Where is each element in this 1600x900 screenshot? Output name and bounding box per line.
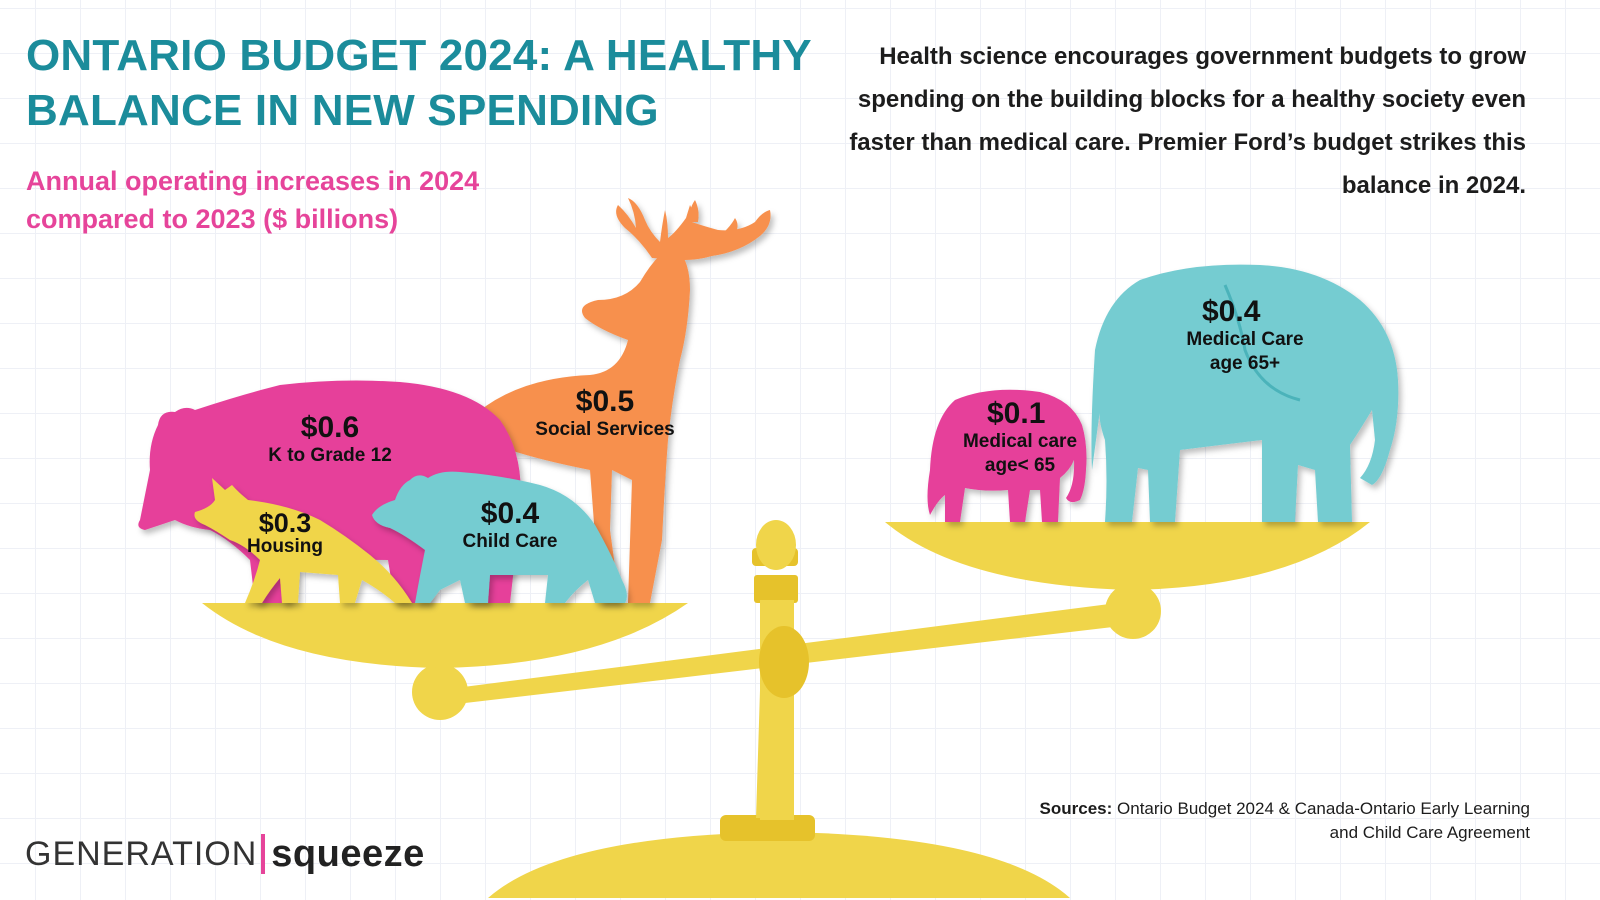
child-care-category: Child Care [462,531,558,552]
explanatory-blurb: Health science encourages government bud… [849,43,1526,199]
k-to-12-label: $0.6 K to Grade 12 [230,412,430,468]
child-care-value: $0.4 [480,497,540,530]
housing-category: Housing [247,536,323,557]
medical-65-plus-value: $0.4 [1202,295,1261,328]
medical-65-plus-category-line2: age 65+ [1209,353,1281,374]
left-pan [202,603,688,668]
medical-under-65-value: $0.1 [987,397,1046,430]
logo-generation-text: GENERATION [25,834,258,873]
housing-label: $0.3 Housing [225,510,345,557]
social-services-category: Social Services [535,419,675,440]
social-services-label: $0.5 Social Services [505,386,705,442]
bear-cub-icon [372,471,627,603]
right-pan [885,522,1370,590]
social-services-value: $0.5 [575,385,635,418]
sources-label: Sources: [1039,799,1113,818]
medical-under-65-category-line2: age< 65 [984,455,1056,476]
page-title: ONTARIO BUDGET 2024: A HEALTHY BALANCE I… [26,31,812,135]
k-to-12-value: $0.6 [300,411,360,444]
logo-divider [261,834,266,874]
k-to-12-category: K to Grade 12 [268,445,392,466]
sources-note: Sources: Ontario Budget 2024 & Canada-On… [1010,797,1530,845]
child-care-label: $0.4 Child Care [410,498,610,554]
logo-squeeze-text: squeeze [271,832,425,875]
medical-under-65-label: $0.1 Medical care age< 65 [945,398,1095,478]
elephant-icon [1091,264,1399,522]
housing-value: $0.3 [258,508,312,538]
medical-under-65-category-line1: Medical care [962,431,1078,452]
chart-subtitle: Annual operating increases in 2024 compa… [26,166,480,234]
scale-stand [412,520,1161,898]
baby-elephant-icon [927,389,1087,522]
medical-65-plus-category-line1: Medical Care [1186,329,1304,350]
generation-squeeze-logo: GENERATION squeeze [25,832,425,876]
sources-text: Ontario Budget 2024 & Canada-Ontario Ear… [1117,799,1530,842]
fox-icon [194,478,412,603]
medical-65-plus-label: $0.4 Medical Care age 65+ [1140,296,1350,376]
deer-icon [478,198,771,603]
